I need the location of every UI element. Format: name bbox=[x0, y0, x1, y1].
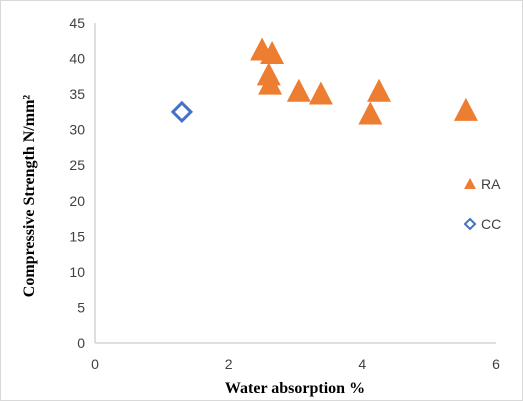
y-tick-label: 40 bbox=[69, 51, 85, 67]
y-tick-label: 35 bbox=[69, 86, 85, 102]
y-tick-label: 15 bbox=[69, 228, 85, 244]
y-axis-title: Compressive Strength N/mm² bbox=[21, 95, 38, 298]
legend-ra-label: RA bbox=[481, 176, 501, 192]
legend-cc-label: CC bbox=[481, 216, 501, 232]
y-tick-label: 10 bbox=[69, 264, 85, 280]
data-point-ra bbox=[308, 81, 333, 105]
data-point-ra bbox=[367, 78, 392, 102]
y-tick-label: 5 bbox=[77, 299, 85, 315]
data-point-ra bbox=[258, 71, 283, 95]
data-points bbox=[170, 37, 478, 125]
x-tick-label: 0 bbox=[91, 356, 99, 372]
data-point-ra bbox=[453, 97, 478, 121]
x-tick-label: 6 bbox=[492, 356, 500, 372]
legend-ra-marker bbox=[464, 178, 476, 189]
x-tick-label: 4 bbox=[358, 356, 366, 372]
y-tick-label: 25 bbox=[69, 157, 85, 173]
y-tick-label: 0 bbox=[77, 335, 85, 351]
data-point-ra bbox=[286, 78, 311, 102]
legend-item-ra: RA bbox=[464, 176, 501, 192]
legend-cc-marker bbox=[463, 217, 477, 231]
data-point-ra bbox=[260, 41, 285, 64]
y-tick-label: 45 bbox=[69, 15, 85, 31]
y-tick-label: 20 bbox=[69, 193, 85, 209]
axes-group bbox=[94, 23, 496, 344]
x-tick-labels: 0 2 4 6 bbox=[91, 356, 500, 372]
data-point-ra bbox=[256, 62, 281, 86]
legend-item-cc: CC bbox=[463, 216, 501, 232]
y-tick-label: 30 bbox=[69, 122, 85, 138]
y-tick-labels: 0 5 10 15 20 25 30 35 40 45 bbox=[69, 15, 85, 351]
legend: RA CC bbox=[463, 176, 501, 232]
data-point-cc bbox=[170, 100, 194, 124]
x-axis-title: Water absorption % bbox=[225, 380, 365, 397]
data-point-ra bbox=[358, 101, 383, 125]
x-tick-label: 2 bbox=[225, 356, 233, 372]
